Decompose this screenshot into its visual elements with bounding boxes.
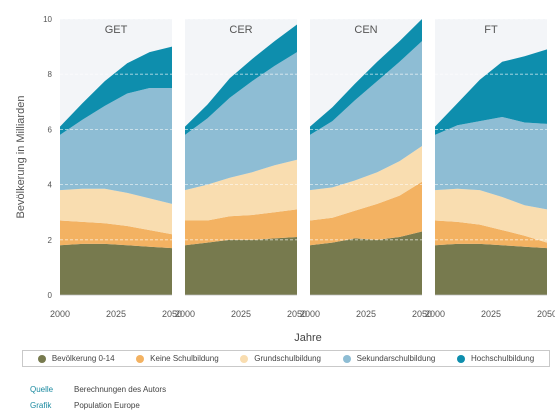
area-series [435,117,547,210]
area-series [60,46,172,135]
x-tick-label: 2050 [162,309,182,319]
area-series [310,19,422,135]
legend-label: Hochschulbildung [470,354,535,363]
x-tick-label: 2025 [106,309,126,319]
x-tick-label: 2025 [356,309,376,319]
x-tick-label: 2000 [425,309,445,319]
source-label: Quelle [30,385,54,394]
area-series [310,146,422,221]
legend-swatch [342,354,351,363]
legend: Bevölkerung 0-14 Keine Schulbildung Grun… [22,350,550,367]
graphic-value: Population Europe [74,401,140,410]
y-axis-label: Bevölkerung in Milliarden [15,96,27,219]
legend-item: Keine Schulbildung [136,354,219,363]
area-series [185,209,297,246]
panel-title: CEN [354,24,377,36]
y-tick-label: 8 [48,70,53,79]
area-series [435,243,547,295]
legend-label: Bevölkerung 0-14 [51,354,115,363]
x-tick-label: 2025 [231,309,251,319]
legend-swatch [37,354,46,363]
legend-item: Bevölkerung 0-14 [37,354,115,363]
area-series [310,231,422,295]
legend-label: Sekundarschulbildung [356,354,436,363]
area-series [310,41,422,191]
x-tick-label: 2050 [412,309,432,319]
y-tick-label: 10 [43,15,52,24]
area-series [435,188,547,243]
legend-label: Grundschulbildung [254,354,321,363]
x-tick-label: 2050 [537,309,555,319]
legend-label: Keine Schulbildung [150,354,219,363]
source-value: Berechnungen des Autors [74,385,167,394]
source-line: Quelle Berechnungen des Autors [30,385,166,394]
y-tick-label: 0 [48,291,53,300]
graphic-label: Grafik [30,401,52,410]
y-tick-label: 2 [48,236,53,245]
panel-title: CER [229,24,252,36]
area-series [435,220,547,249]
graphic-line: Grafik Population Europe [30,401,140,410]
area-series [60,243,172,295]
legend-item: Grundschulbildung [240,354,321,363]
y-tick-label: 6 [48,125,53,134]
legend-swatch [136,354,145,363]
x-tick-label: 2000 [50,309,70,319]
x-tick-label: 2000 [300,309,320,319]
panel-title: FT [484,24,498,36]
area-series [60,88,172,204]
x-axis-label: Jahre [294,332,322,344]
area-series [60,188,172,235]
area-series [185,237,297,295]
area-series [60,220,172,249]
legend-swatch [456,354,465,363]
legend-swatch [240,354,249,363]
area-series [310,181,422,246]
legend-item: Sekundarschulbildung [342,354,436,363]
area-series [435,49,547,135]
x-tick-label: 2050 [287,309,307,319]
area-series [185,52,297,191]
x-tick-label: 2000 [175,309,195,319]
area-series [185,24,297,135]
area-series [185,159,297,221]
y-tick-label: 4 [48,181,53,190]
panel-title: GET [105,24,128,36]
x-tick-label: 2025 [481,309,501,319]
legend-item: Hochschulbildung [456,354,535,363]
